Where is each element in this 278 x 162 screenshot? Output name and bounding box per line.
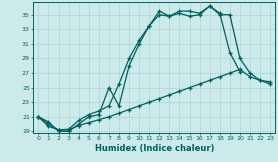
X-axis label: Humidex (Indice chaleur): Humidex (Indice chaleur) bbox=[95, 144, 214, 153]
